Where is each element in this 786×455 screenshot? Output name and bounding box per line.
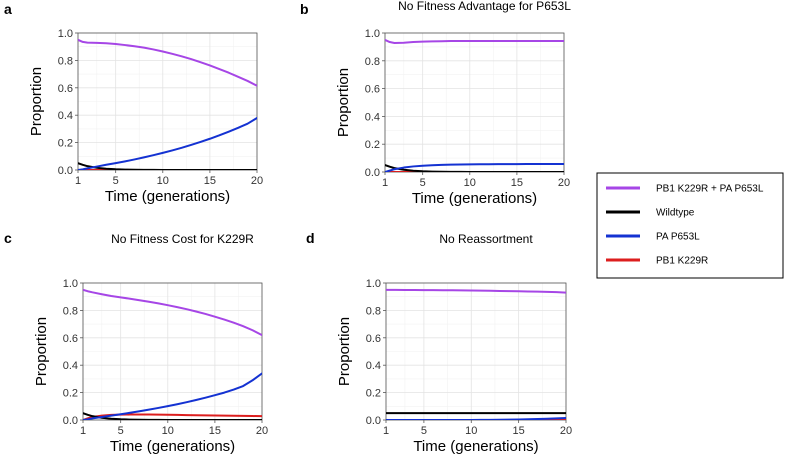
legend-label: PA P653L — [656, 232, 700, 243]
x-tick-label: 10 — [465, 425, 477, 437]
x-axis-title-d: Time (generations) — [413, 438, 538, 455]
x-tick-label: 1 — [383, 425, 389, 437]
y-tick-label: 0.8 — [58, 55, 73, 67]
series-line-pb1-k229r-pa-p653l — [78, 38, 257, 87]
y-tick-label: 0.2 — [365, 139, 380, 151]
y-axis-title-d: Proportion — [336, 317, 353, 386]
y-tick-label: 0.0 — [365, 167, 380, 179]
y-tick-label: 0.8 — [365, 56, 380, 68]
y-tick-label: 0.8 — [63, 305, 78, 317]
y-tick-label: 0.0 — [366, 415, 381, 427]
series-line-pa-p653l — [83, 372, 262, 420]
x-tick-label: 1 — [382, 177, 388, 189]
y-tick-label: 0.4 — [63, 360, 78, 372]
panel-letter-d: d — [306, 230, 315, 246]
y-tick-label: 0.4 — [365, 111, 380, 123]
y-tick-label: 0.6 — [365, 84, 380, 96]
y-tick-label: 1.0 — [366, 278, 381, 290]
y-tick-label: 0.6 — [63, 333, 78, 345]
y-tick-label: 1.0 — [365, 28, 380, 40]
series-line-pb1-k229r-pa-p653l — [386, 288, 566, 294]
series-line-pb1-k229r-pa-p653l — [385, 38, 564, 45]
x-tick-label: 5 — [420, 177, 426, 189]
x-tick-label: 20 — [251, 175, 263, 187]
x-tick-label: 15 — [513, 425, 525, 437]
x-axis-title-b: Time (generations) — [412, 190, 537, 207]
chart-title-c: No Fitness Cost for K229R — [111, 232, 254, 246]
panel-letter-b: b — [300, 1, 309, 17]
series-line-pb1-k229r — [83, 413, 262, 420]
y-tick-label: 1.0 — [58, 28, 73, 40]
y-axis-title-a: Proportion — [28, 67, 45, 136]
x-tick-label: 15 — [209, 425, 221, 437]
x-tick-label: 5 — [118, 425, 124, 437]
y-axis-title-b: Proportion — [335, 68, 352, 137]
panel-letter-c: c — [4, 230, 12, 246]
series-line-pa-p653l — [78, 116, 257, 170]
x-axis-title-c: Time (generations) — [110, 438, 235, 455]
y-tick-label: 0.0 — [58, 165, 73, 177]
x-tick-label: 20 — [558, 177, 570, 189]
x-tick-label: 5 — [421, 425, 427, 437]
y-tick-label: 0.8 — [366, 305, 381, 317]
panel-letter-a: a — [4, 1, 12, 17]
x-tick-label: 1 — [75, 175, 81, 187]
legend-label: Wildtype — [656, 208, 695, 219]
x-tick-label: 10 — [464, 177, 476, 189]
y-tick-label: 0.2 — [58, 138, 73, 150]
x-tick-label: 10 — [157, 175, 169, 187]
series-line-pa-p653l — [386, 416, 566, 420]
y-tick-label: 0.4 — [366, 360, 381, 372]
series-line-pa-p653l — [385, 162, 564, 172]
x-tick-label: 15 — [204, 175, 216, 187]
legend-label: PB1 K229R — [656, 256, 708, 267]
y-tick-label: 1.0 — [63, 278, 78, 290]
y-tick-label: 0.2 — [63, 388, 78, 400]
series-line-wildtype — [385, 164, 564, 172]
legend-label: PB1 K229R + PA P653L — [656, 184, 764, 195]
x-tick-label: 20 — [256, 425, 268, 437]
y-tick-label: 0.2 — [366, 388, 381, 400]
x-tick-label: 5 — [113, 175, 119, 187]
y-axis-title-c: Proportion — [33, 317, 50, 386]
y-tick-label: 0.4 — [58, 110, 73, 122]
chart-title-b: No Fitness Advantage for P653L — [398, 0, 571, 13]
x-tick-label: 1 — [80, 425, 86, 437]
legend: PB1 K229R + PA P653L Wildtype PA P653L PB1 … — [596, 172, 784, 279]
series-line-wildtype — [78, 162, 257, 170]
x-tick-label: 20 — [560, 425, 572, 437]
x-tick-label: 15 — [511, 177, 523, 189]
chart-title-d: No Reassortment — [439, 232, 533, 246]
y-tick-label: 0.0 — [63, 415, 78, 427]
x-axis-title-a: Time (generations) — [105, 188, 230, 205]
y-tick-label: 0.6 — [58, 83, 73, 95]
x-tick-label: 10 — [162, 425, 174, 437]
series-line-pb1-k229r-pa-p653l — [83, 288, 262, 337]
y-tick-label: 0.6 — [366, 333, 381, 345]
series-line-wildtype — [83, 412, 262, 420]
